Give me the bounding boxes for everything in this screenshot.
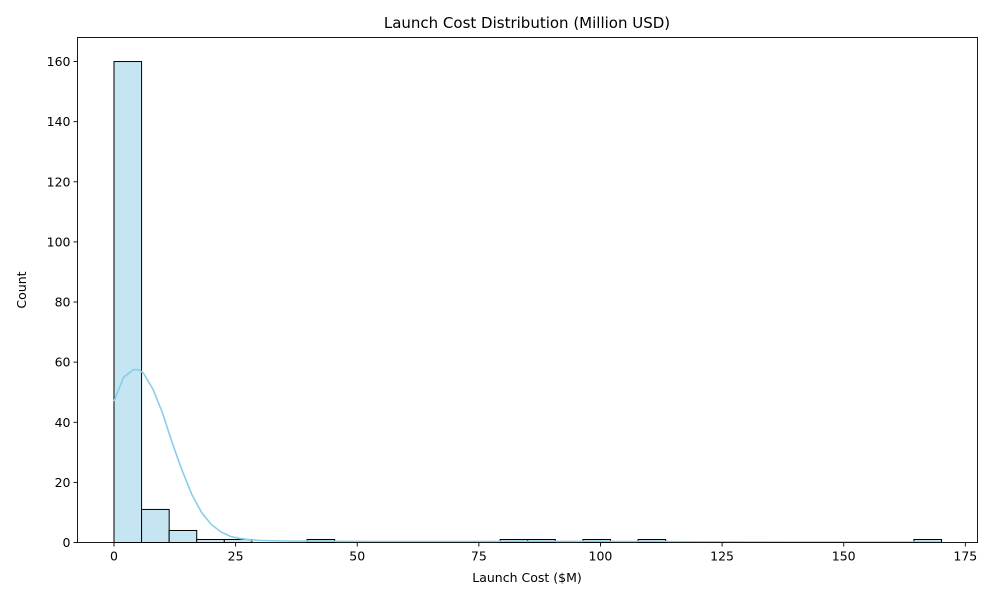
histogram-bar: [168, 529, 198, 544]
histogram-bar: [113, 61, 143, 544]
y-tick-label: 60: [55, 355, 71, 370]
y-tick-label: 120: [47, 174, 71, 189]
histogram-bar: [196, 538, 225, 543]
y-tick-label: 0: [63, 535, 71, 550]
plot-frame: [77, 37, 978, 543]
x-tick-label: 150: [832, 549, 856, 564]
x-axis: 0 25 50 75 100 125 150 175: [110, 542, 977, 564]
y-tick-label: 160: [47, 54, 71, 69]
x-tick-label: 25: [228, 549, 244, 564]
x-tick-label: 175: [953, 549, 977, 564]
y-axis: 0 20 40 60 80 100 120 140 160: [47, 54, 78, 550]
y-tick-label: 40: [55, 415, 71, 430]
chart-title: Launch Cost Distribution (Million USD): [384, 14, 670, 32]
y-axis-label: Count: [14, 271, 29, 308]
histogram-bar: [141, 508, 170, 543]
y-tick-label: 100: [47, 234, 71, 249]
x-axis-label: Launch Cost ($M): [472, 570, 582, 585]
y-tick-label: 80: [55, 295, 71, 310]
y-tick-label: 20: [55, 475, 71, 490]
x-tick-label: 50: [349, 549, 365, 564]
y-tick-label: 140: [47, 114, 71, 129]
kde-curve: [113, 368, 942, 543]
x-tick-label: 125: [710, 549, 734, 564]
x-tick-label: 75: [471, 549, 487, 564]
histogram-bars: [113, 61, 942, 544]
x-tick-label: 100: [589, 549, 613, 564]
x-tick-label: 0: [110, 549, 118, 564]
